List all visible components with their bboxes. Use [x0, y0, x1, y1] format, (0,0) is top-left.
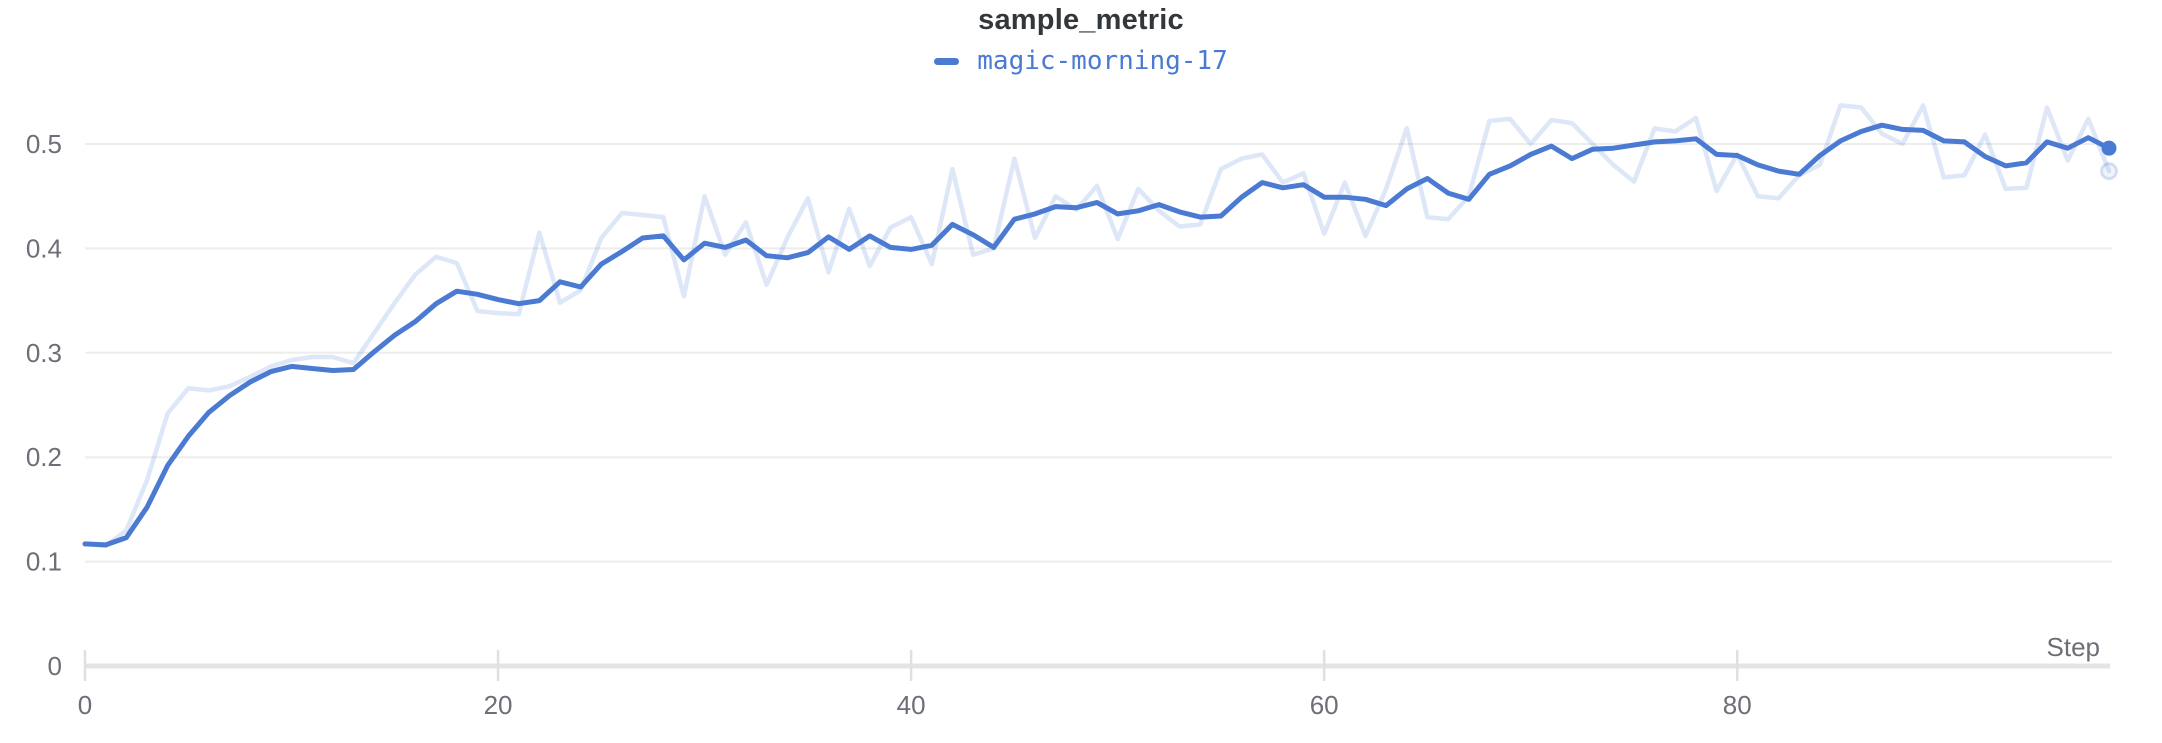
x-tick-mark — [496, 650, 500, 681]
x-tick-mark — [909, 650, 913, 681]
smoothed-endpoint-dot[interactable] — [2101, 140, 2117, 156]
y-tick-label: 0.5 — [26, 129, 62, 159]
run-line-smoothed[interactable] — [82, 122, 2112, 548]
raw-endpoint-dot — [2100, 162, 2118, 181]
y-tick-label: 0.1 — [26, 547, 62, 577]
y-tick-label: 0.4 — [26, 233, 62, 263]
x-tick-mark — [1735, 650, 1739, 681]
legend-line-swatch-icon — [934, 57, 960, 65]
x-axis-line — [85, 663, 2110, 669]
y-tick-label: 0 — [48, 651, 62, 681]
legend: magic-morning-17 — [0, 48, 2162, 74]
x-tick-mark — [83, 650, 87, 681]
x-axis-title: Step — [2046, 632, 2101, 662]
y-tick-label: 0.2 — [26, 442, 62, 472]
y-tick-label: 0.3 — [26, 338, 62, 368]
x-tick-label: 0 — [78, 690, 92, 720]
x-tick-label: 40 — [897, 690, 926, 720]
chart-title: sample_metric — [978, 4, 1184, 36]
run-line-raw[interactable] — [82, 103, 2112, 549]
x-tick-mark — [1322, 650, 1326, 681]
x-tick-label: 20 — [484, 690, 513, 720]
x-tick-label: 60 — [1310, 690, 1339, 720]
legend-run-name[interactable]: magic-morning-17 — [977, 46, 1228, 76]
x-tick-label: 80 — [1723, 690, 1752, 720]
